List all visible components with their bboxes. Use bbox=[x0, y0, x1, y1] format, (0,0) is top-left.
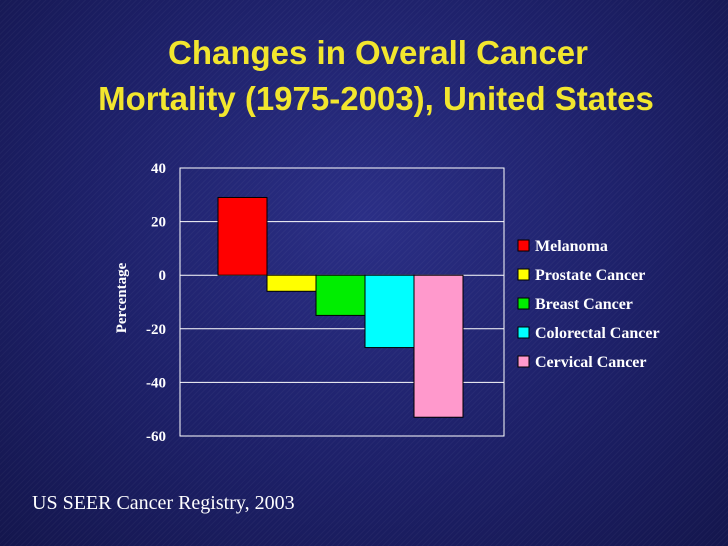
plot-area bbox=[179, 167, 505, 437]
y-tick-labels: 40 20 0 -20 -40 -60 bbox=[146, 161, 166, 445]
legend-label: Prostate Cancer bbox=[535, 267, 645, 284]
bar-melanoma bbox=[217, 196, 268, 276]
legend-label: Melanoma bbox=[535, 238, 608, 255]
legend-swatch bbox=[517, 268, 530, 281]
source-citation: US SEER Cancer Registry, 2003 bbox=[32, 492, 295, 514]
legend-label: Colorectal Cancer bbox=[535, 325, 660, 342]
y-tick-label: 0 bbox=[159, 268, 167, 284]
bars bbox=[217, 196, 464, 418]
bar-breast-cancer bbox=[315, 274, 366, 316]
slide-title-line2: Mortality (1975-2003), United States bbox=[98, 80, 654, 117]
bar-prostate-cancer bbox=[266, 274, 317, 292]
legend-label: Cervical Cancer bbox=[535, 354, 647, 371]
y-tick-label: -40 bbox=[146, 375, 166, 391]
legend-swatch bbox=[517, 297, 530, 310]
y-tick-label: 20 bbox=[151, 215, 166, 231]
bar-cervical-cancer bbox=[413, 274, 464, 418]
legend-label: Breast Cancer bbox=[535, 296, 633, 313]
bar-colorectal-cancer bbox=[364, 274, 415, 349]
y-tick-label: -60 bbox=[146, 429, 166, 445]
legend: Melanoma Prostate Cancer Breast Cancer Colo… bbox=[517, 238, 660, 371]
y-tick-label: 40 bbox=[151, 161, 166, 177]
slide-title-line1: Changes in Overall Cancer bbox=[168, 34, 588, 71]
legend-swatch bbox=[517, 355, 530, 368]
legend-swatch bbox=[517, 239, 530, 252]
y-tick-label: -20 bbox=[146, 322, 166, 338]
y-axis-label: Percentage bbox=[114, 262, 130, 333]
legend-swatch bbox=[517, 326, 530, 339]
